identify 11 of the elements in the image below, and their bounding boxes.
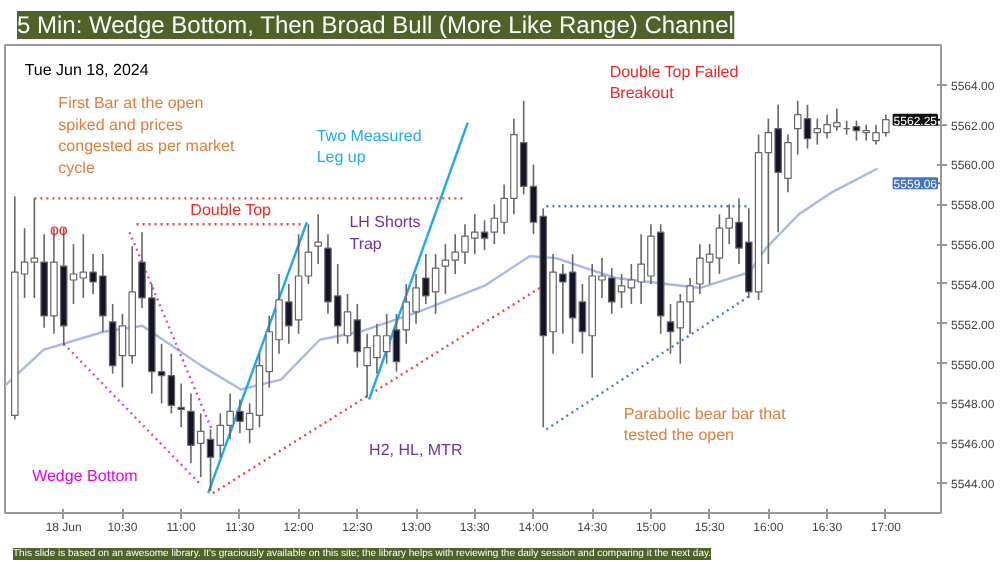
annotation: Two Measured Leg up [316,126,422,167]
annotation: Double Top Failed Breakout [609,62,739,103]
annotation: oo [49,220,69,239]
chart-title: 5 Min: Wedge Bottom, Then Broad Bull (More Like Range) Channel [17,11,734,39]
annotation: Tue Jun 18, 2024 [24,60,150,79]
annotation: First Bar at the open spiked and prices congested as per market cycle [58,94,236,177]
annotation: Parabolic bear bar that tested the open [623,404,788,445]
annotation: Wedge Bottom [32,467,139,486]
annotation: LH Shorts Trap [349,213,421,253]
annotation: H2, HL, MTR [369,440,463,459]
annotation: Double Top [190,200,273,219]
